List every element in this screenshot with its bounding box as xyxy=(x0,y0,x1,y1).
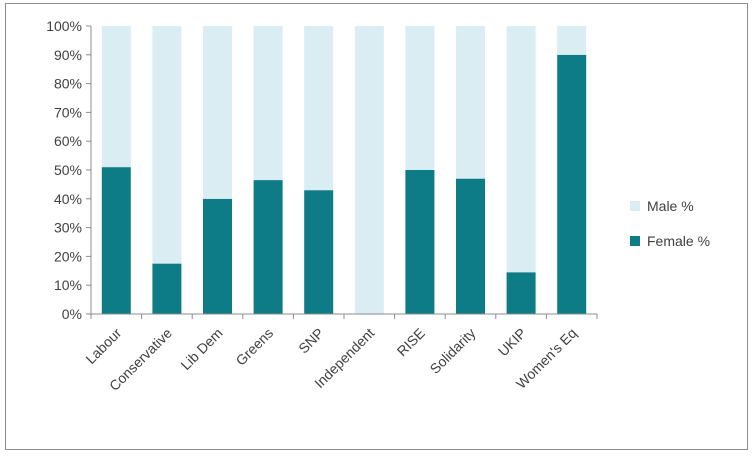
bar-male-greens xyxy=(253,26,283,181)
bars xyxy=(101,26,587,315)
bar-female-ukip xyxy=(506,272,536,314)
bar-female-labour xyxy=(101,167,131,314)
bar-male-ukip xyxy=(506,26,536,273)
bar-male-independent xyxy=(354,26,384,314)
legend-label: Male % xyxy=(647,198,694,214)
y-tick-label: 0% xyxy=(62,306,82,322)
x-tick-label: Lib Dem xyxy=(177,325,225,373)
y-tick-label: 90% xyxy=(54,47,82,63)
x-tick-label: Labour xyxy=(82,325,124,367)
bar-female-solidarity xyxy=(456,178,485,314)
y-tick-label: 10% xyxy=(54,277,82,293)
x-tick-label: Solidarity xyxy=(427,325,479,377)
bar-male-rise xyxy=(405,26,435,170)
y-tick-label: 40% xyxy=(54,191,82,207)
y-tick-label: 100% xyxy=(46,18,82,34)
x-tick-label: RISE xyxy=(394,325,428,359)
y-tick-label: 60% xyxy=(54,133,82,149)
y-tick-label: 20% xyxy=(54,248,82,264)
bar-male-solidarity xyxy=(456,26,485,179)
bar-female-rise xyxy=(405,170,435,314)
y-tick-label: 50% xyxy=(54,162,82,178)
y-tick-label: 70% xyxy=(54,104,82,120)
bar-male-lib-dem xyxy=(203,26,232,199)
y-tick-label: 30% xyxy=(54,220,82,236)
legend-swatch xyxy=(630,201,640,211)
bar-male-snp xyxy=(304,26,334,191)
x-tick-label: UKIP xyxy=(495,325,529,359)
bar-female-snp xyxy=(304,190,334,314)
bar-male-labour xyxy=(101,26,131,168)
y-axis: 0% 10% 20% 30% 40% 50% 60% 70% 80% 90% 100% xyxy=(46,18,92,322)
bar-female-conservative xyxy=(152,263,182,314)
y-tick-label: 80% xyxy=(54,76,82,92)
bar-male-conservative xyxy=(152,26,182,264)
legend-label: Female % xyxy=(647,233,710,249)
bar-female-women-s-eq xyxy=(557,54,587,315)
x-tick-label: Greens xyxy=(232,325,276,369)
x-tick-label: SNP xyxy=(295,325,327,357)
bar-female-lib-dem xyxy=(203,198,232,314)
bar-male-women-s-eq xyxy=(557,26,587,55)
legend: Male % Female % xyxy=(630,198,710,249)
bar-female-greens xyxy=(253,180,283,314)
legend-swatch xyxy=(630,236,640,246)
